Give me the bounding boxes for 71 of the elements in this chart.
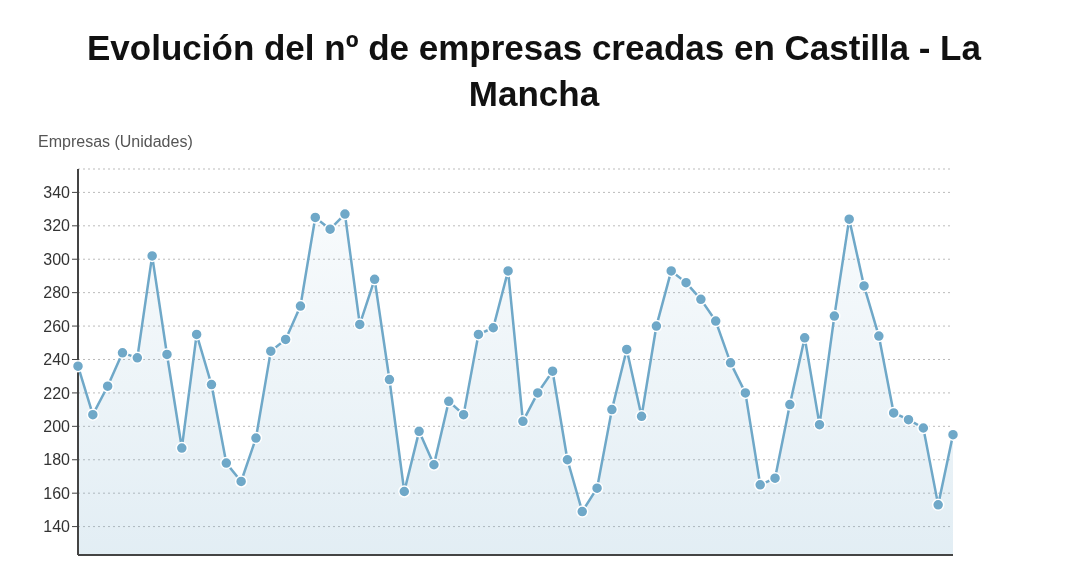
point <box>753 478 767 492</box>
point <box>383 373 396 386</box>
point <box>724 356 737 370</box>
point <box>457 408 470 421</box>
point <box>561 453 574 466</box>
point <box>220 456 233 470</box>
point <box>145 249 159 263</box>
y-tick-label: 280 <box>43 284 71 302</box>
point <box>353 318 367 331</box>
point <box>828 309 841 323</box>
y-tick-label: 200 <box>43 418 71 436</box>
point <box>739 386 752 400</box>
point <box>546 364 559 378</box>
point <box>857 279 871 293</box>
point <box>190 328 203 341</box>
point <box>427 458 441 472</box>
point <box>264 344 278 358</box>
y-axis-title: Empresas (Unidades) <box>38 133 194 152</box>
point <box>501 264 515 278</box>
point <box>472 328 485 341</box>
point <box>71 359 85 373</box>
point <box>487 321 500 334</box>
point <box>679 276 693 289</box>
y-tick-label: 260 <box>43 317 71 335</box>
point <box>931 498 945 512</box>
point <box>249 431 263 445</box>
point <box>101 379 114 393</box>
y-tick-label: 180 <box>43 451 71 469</box>
point <box>323 222 337 236</box>
point <box>813 418 826 431</box>
point <box>309 211 322 224</box>
y-tick-label: 220 <box>43 384 71 402</box>
point <box>131 351 144 365</box>
point <box>650 319 663 333</box>
point <box>664 264 678 278</box>
y-tick-label: 320 <box>43 217 71 235</box>
point <box>635 410 648 423</box>
chart-title: Evolución del nº de empresas creadas en Castilla - La Mancha <box>86 26 983 115</box>
point <box>783 398 797 411</box>
point <box>590 481 604 495</box>
point <box>368 273 381 286</box>
point <box>887 406 900 420</box>
y-tick-label: 340 <box>43 184 71 202</box>
point <box>872 329 886 343</box>
point <box>842 212 856 226</box>
point <box>398 485 411 498</box>
point <box>798 331 811 345</box>
y-tick-label: 140 <box>43 518 71 536</box>
point <box>531 386 544 400</box>
point <box>605 403 619 416</box>
point <box>575 505 589 518</box>
y-tick-label: 160 <box>43 484 71 502</box>
point <box>116 346 129 360</box>
point <box>946 428 960 441</box>
point <box>917 421 930 435</box>
point <box>86 408 100 421</box>
point <box>205 378 218 391</box>
point <box>709 314 722 328</box>
point <box>160 348 174 361</box>
point <box>338 207 352 221</box>
point <box>279 333 292 346</box>
point <box>516 415 530 428</box>
point <box>442 395 456 408</box>
point <box>175 441 189 455</box>
y-tick-label: 300 <box>43 250 71 268</box>
point <box>694 293 708 306</box>
point <box>412 425 426 438</box>
point <box>768 471 782 485</box>
point <box>234 475 248 488</box>
y-tick-label: 240 <box>43 351 71 369</box>
point <box>294 299 307 313</box>
